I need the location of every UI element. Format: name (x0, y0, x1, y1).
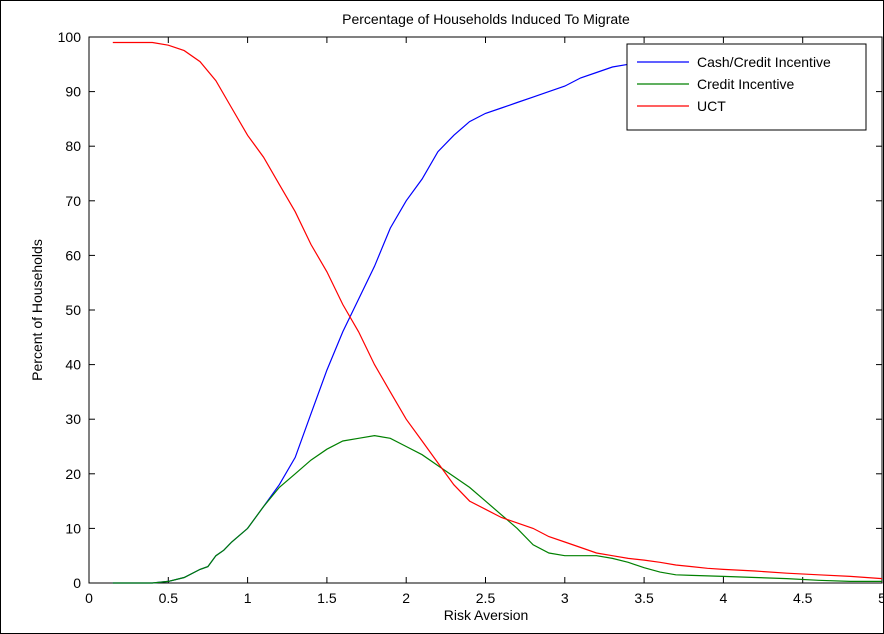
legend-box (626, 43, 867, 131)
x-tick-label: 1 (244, 590, 252, 606)
y-tick-label: 10 (65, 520, 81, 536)
x-tick-label: 3.5 (634, 590, 654, 606)
series-line-credit-incentive (112, 434, 882, 584)
x-tick-label: 1.5 (317, 590, 337, 606)
y-tick-label: 60 (65, 247, 81, 263)
y-axis-title: Percent of Households (29, 239, 45, 381)
y-tick-label: 40 (65, 357, 81, 373)
y-tick-label: 80 (65, 138, 81, 154)
x-tick-label: 0 (85, 590, 93, 606)
x-axis-title: Risk Aversion (444, 607, 529, 623)
plot-area: 0 0.5 1 1.5 2 2.5 3 3.5 4 4.5 50102030405060708090… (58, 29, 884, 606)
legend-label-uct: UCT (697, 98, 726, 114)
y-tick-label: 30 (65, 411, 81, 427)
y-tick-label: 0 (73, 575, 81, 591)
legend-label-cash-credit-incentive: Cash/Credit Incentive (697, 54, 831, 70)
x-tick-label: 4 (720, 590, 728, 606)
x-tick-label: 2 (402, 590, 410, 606)
x-tick-label: 0.5 (159, 590, 179, 606)
series-line-uct (112, 41, 883, 580)
x-tick-label: 3 (561, 590, 569, 606)
y-tick-label: 50 (65, 302, 81, 318)
y-tick-label: 90 (65, 84, 81, 100)
x-tick-label: 5 (878, 590, 884, 606)
y-tick-label: 100 (58, 29, 82, 45)
chart-title: Percentage of Households Induced To Migr… (342, 11, 630, 27)
legend-label-credit-incentive: Credit Incentive (697, 76, 794, 92)
y-tick-label: 20 (65, 466, 81, 482)
x-tick-label: 4.5 (793, 590, 813, 606)
y-tick-label: 70 (65, 193, 81, 209)
x-tick-label: 2.5 (476, 590, 496, 606)
